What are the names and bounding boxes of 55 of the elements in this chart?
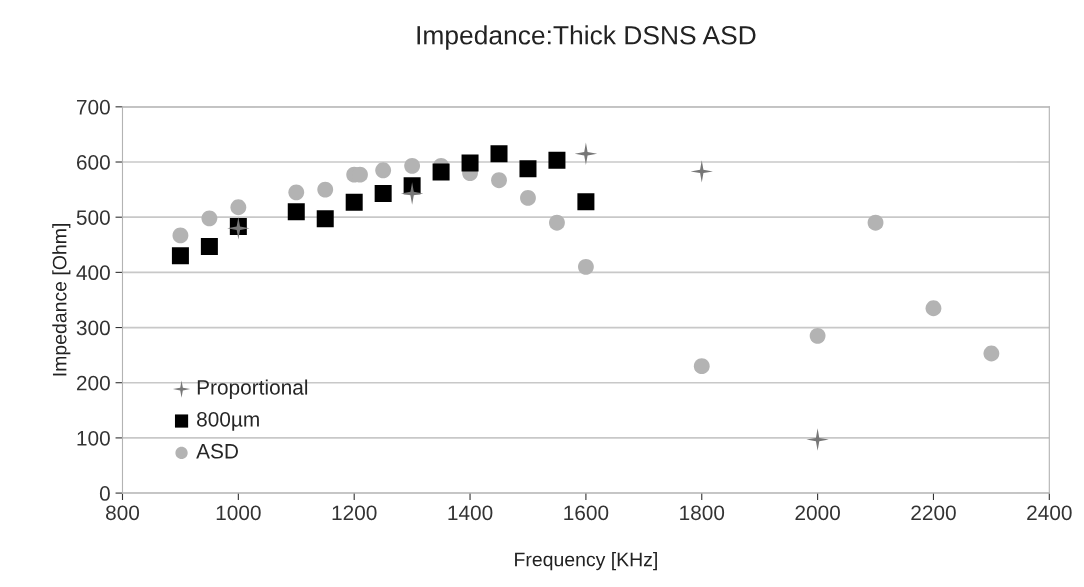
point [461,154,479,172]
x-tick-label: 1600 [564,505,609,521]
chart-title: Impedance:Thick DSNS ASD [417,25,756,50]
point [693,358,710,375]
y-tick-label: 200 [76,375,110,391]
y-tick-label: 0 [99,486,110,501]
legend-label: ASD [196,443,238,459]
point [374,184,392,202]
x-tick-label: 800 [106,505,140,521]
point [432,163,450,181]
point [230,199,247,216]
point [577,258,594,275]
x-tick-label: 1800 [680,505,725,521]
x-tick-label: 2000 [795,505,840,521]
x-tick-label: 2200 [911,505,956,521]
point [491,172,507,189]
point [520,189,536,206]
point [317,181,334,198]
point [983,345,1000,362]
point [809,327,826,344]
point [288,184,305,201]
x-tick-label: 2400 [1027,505,1072,521]
x-tick-label: 1000 [216,505,261,521]
point [690,160,713,183]
point [549,214,565,231]
point [548,151,566,169]
y-tick-label: 100 [77,430,110,446]
point [574,142,598,165]
point [519,160,537,178]
y-tick-label: 500 [76,210,110,225]
point [201,210,218,227]
x-tick-label: 1200 [332,505,377,521]
y-axis-title: Impedance [Ohm] [52,224,71,376]
y-tick-label: 600 [76,155,110,170]
x-axis-title: Frequency [KHz] [515,552,657,571]
point [200,237,218,255]
point [867,214,884,231]
point [577,193,595,211]
point [172,227,189,244]
y-tick-label: 700 [77,99,110,115]
y-tick-label: 300 [76,320,110,336]
legend-label: Proportional [197,379,308,399]
point [287,203,305,221]
point [316,210,334,228]
point [404,157,421,174]
point [490,145,508,163]
point [345,193,363,211]
point [400,182,424,205]
point [171,247,189,265]
x-tick-label: 1400 [448,505,493,521]
point [925,300,942,317]
point [375,162,392,179]
point [806,428,829,451]
legend-label: 800µm [197,411,259,431]
y-tick-label: 400 [76,265,110,281]
